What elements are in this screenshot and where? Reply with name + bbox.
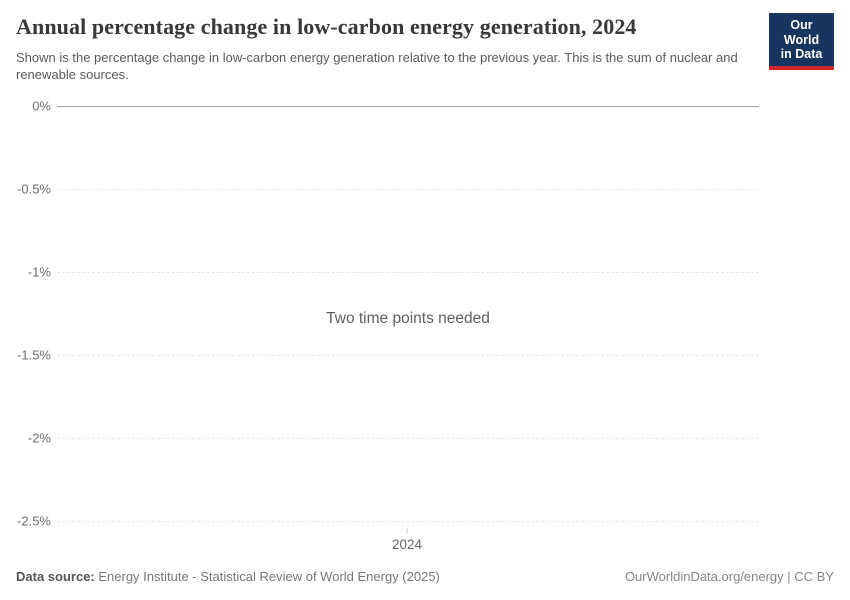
zero-gridline	[57, 106, 759, 107]
owid-logo[interactable]: Our World in Data	[769, 13, 834, 70]
chart-header: Annual percentage change in low-carbon e…	[16, 13, 834, 83]
x-axis-tick-label: 2024	[391, 537, 423, 552]
owid-logo-line1: Our World	[783, 18, 820, 47]
x-axis-tick-mark	[406, 528, 408, 533]
owid-logo-line2: in Data	[780, 47, 823, 61]
y-axis-tick-label: 0%	[0, 98, 51, 114]
chart-footer: Data source: Energy Institute - Statisti…	[16, 569, 834, 584]
gridline	[57, 438, 759, 439]
data-source-text: Energy Institute - Statistical Review of…	[94, 569, 440, 584]
gridline	[57, 189, 759, 190]
gridline	[57, 272, 759, 273]
y-axis-tick-label: -1.5%	[0, 347, 51, 363]
chart-subtitle: Shown is the percentage change in low-ca…	[16, 50, 738, 82]
y-axis-tick-label: -0.5%	[0, 181, 51, 197]
y-axis-tick-label: -2.5%	[0, 513, 51, 529]
page-title: Annual percentage change in low-carbon e…	[16, 14, 637, 39]
y-axis-tick-label: -2%	[0, 430, 51, 446]
gridline	[57, 355, 759, 356]
gridline	[57, 521, 759, 522]
empty-state-message: Two time points needed	[326, 310, 490, 327]
data-source-line[interactable]: Data source: Energy Institute - Statisti…	[16, 569, 440, 584]
y-axis-tick-label: -1%	[0, 264, 51, 280]
data-source-label: Data source:	[16, 569, 95, 584]
license-link[interactable]: OurWorldinData.org/energy | CC BY	[624, 569, 834, 584]
